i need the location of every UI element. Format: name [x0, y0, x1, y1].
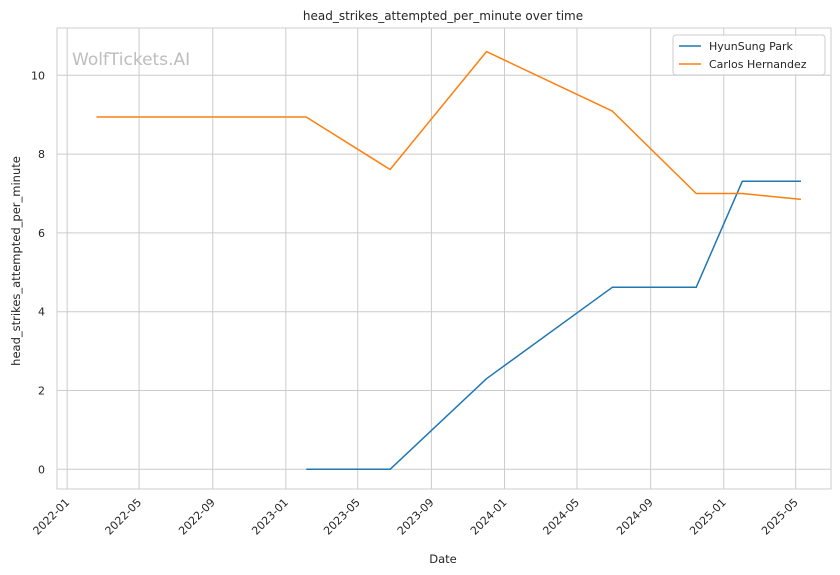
- legend-label: Carlos Hernandez: [709, 58, 807, 71]
- y-tick-label: 2: [38, 384, 45, 397]
- y-tick-label: 8: [38, 148, 45, 161]
- y-tick-label: 10: [31, 69, 45, 82]
- y-tick-label: 6: [38, 227, 45, 240]
- series-line: [96, 50, 802, 201]
- x-axis-title: Date: [429, 552, 457, 566]
- series-line: [306, 180, 801, 471]
- y-axis: 0 2 4 6 8 10: [31, 69, 45, 476]
- y-axis-title: head_strikes_attempted_per_minute: [9, 156, 23, 366]
- legend: HyunSung Park Carlos Hernandez: [672, 34, 826, 76]
- y-tick-label: 0: [38, 463, 45, 476]
- plot-frame: [56, 27, 832, 490]
- legend-box: [672, 34, 826, 76]
- series-lines: [96, 50, 802, 471]
- chart-title: head_strikes_attempted_per_minute over t…: [303, 9, 583, 23]
- watermark: WolfTickets.AI: [72, 50, 190, 70]
- grid-lines: [57, 28, 831, 489]
- legend-label: HyunSung Park: [709, 40, 794, 53]
- y-tick-label: 4: [38, 306, 45, 319]
